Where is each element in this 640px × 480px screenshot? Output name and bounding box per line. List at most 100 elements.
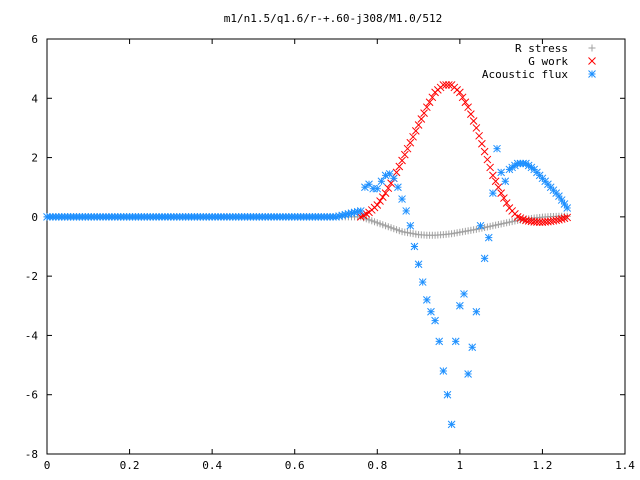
- data-point: [483, 155, 492, 164]
- data-point: [418, 278, 427, 286]
- data-point: [557, 196, 566, 204]
- data-point: [395, 162, 404, 171]
- data-point: [519, 215, 528, 224]
- data-point: [439, 367, 448, 375]
- data-point: [394, 183, 402, 192]
- data-point: [472, 124, 481, 132]
- x-tick-label: 0: [44, 459, 51, 472]
- data-point: [442, 81, 450, 89]
- legend-marker: [588, 57, 596, 65]
- data-point: [384, 184, 393, 193]
- chart-title: m1/n1.5/q1.6/r-+.60-j308/M1.0/512: [224, 12, 443, 25]
- y-tick-label: 0: [31, 211, 38, 224]
- data-point: [563, 213, 572, 222]
- data-point: [428, 93, 437, 102]
- legend-marker: [588, 44, 596, 52]
- series-g-work: [356, 81, 572, 227]
- data-point: [414, 121, 423, 129]
- data-point: [489, 189, 497, 197]
- x-tick-label: 0.6: [285, 459, 305, 472]
- data-point: [513, 213, 522, 221]
- data-point: [478, 139, 486, 148]
- data-point: [500, 194, 508, 202]
- data-point: [392, 168, 401, 177]
- data-point: [373, 201, 382, 209]
- data-point: [476, 221, 485, 230]
- data-point: [443, 390, 452, 399]
- data-point: [356, 207, 365, 215]
- data-point: [461, 98, 470, 107]
- x-tick-label: 0.8: [367, 459, 387, 472]
- data-point: [497, 189, 505, 197]
- data-point: [484, 233, 493, 242]
- y-tick-label: -6: [25, 389, 38, 402]
- data-point: [451, 337, 460, 346]
- x-tick-label: 1: [457, 459, 464, 472]
- data-point: [456, 88, 464, 97]
- data-point: [410, 242, 419, 251]
- plot-frame: [46, 38, 626, 455]
- y-tick-label: -2: [25, 270, 38, 283]
- data-point: [427, 307, 435, 316]
- data-point: [557, 215, 566, 223]
- data-point: [376, 197, 384, 205]
- data-point: [425, 98, 434, 107]
- y-tick-label: -8: [25, 448, 38, 461]
- data-point: [431, 316, 439, 325]
- data-point: [480, 147, 489, 156]
- data-point: [420, 109, 428, 117]
- data-point: [475, 131, 483, 140]
- data-point: [377, 177, 386, 186]
- data-point: [560, 214, 569, 223]
- legend-label: R stress: [515, 42, 568, 55]
- data-point: [389, 174, 398, 183]
- data-point: [497, 168, 505, 177]
- data-point: [555, 215, 563, 224]
- data-point: [422, 296, 431, 304]
- data-point: [409, 132, 417, 141]
- legend-label: Acoustic flux: [482, 68, 568, 81]
- data-point: [467, 110, 475, 118]
- legend-label: G work: [528, 55, 568, 68]
- x-tick-label: 0.2: [120, 459, 140, 472]
- y-tick-label: 6: [31, 33, 38, 46]
- data-point: [400, 150, 409, 159]
- data-point: [381, 189, 390, 197]
- y-tick-label: 2: [31, 152, 38, 165]
- series-acoustic-flux: [43, 144, 572, 429]
- data-point: [414, 260, 423, 269]
- data-point: [373, 184, 382, 193]
- data-point: [458, 93, 467, 102]
- data-point: [472, 307, 481, 316]
- data-point: [502, 199, 511, 207]
- data-point: [460, 290, 468, 298]
- data-point: [444, 81, 453, 89]
- x-tick-label: 1.2: [532, 459, 552, 472]
- data-point: [489, 171, 497, 180]
- data-point: [469, 117, 478, 125]
- data-point: [406, 138, 415, 147]
- data-point: [447, 420, 456, 429]
- data-point: [501, 177, 510, 186]
- axis-ticks: 0 0.2 0.4 0.6 0.8 1 1.2 1.4 -8 -6 -4 -2 0 2 4 6: [25, 33, 636, 472]
- data-point: [563, 204, 572, 212]
- data-point: [417, 115, 426, 123]
- data-point: [402, 207, 411, 215]
- y-tick-label: 4: [31, 92, 38, 105]
- data-point: [493, 144, 501, 153]
- x-tick-label: 1.4: [615, 459, 635, 472]
- data-point: [435, 337, 444, 346]
- data-point: [361, 183, 369, 192]
- data-point: [486, 163, 494, 172]
- data-point: [406, 221, 415, 230]
- data-point: [378, 193, 387, 201]
- data-point: [491, 177, 500, 186]
- data-point: [403, 144, 412, 153]
- data-point: [398, 195, 406, 203]
- y-tick-label: -4: [25, 329, 39, 342]
- data-point: [439, 81, 448, 89]
- data-point: [464, 103, 472, 112]
- data-point: [464, 370, 472, 378]
